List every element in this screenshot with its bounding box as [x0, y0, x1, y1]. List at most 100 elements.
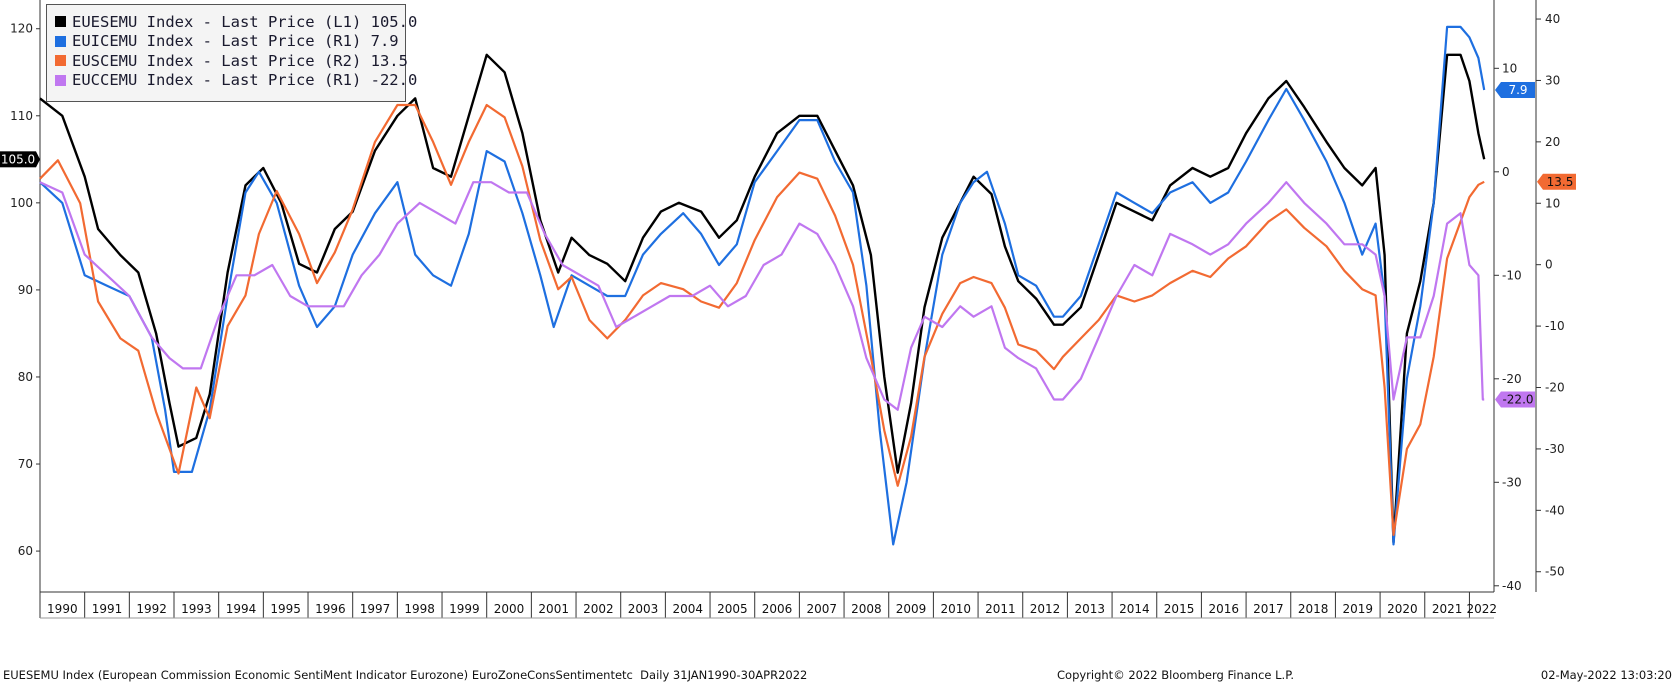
legend-label: EUICEMU Index - Last Price (R1): [72, 32, 362, 51]
legend-item: EUESEMU Index - Last Price (L1) 105.0: [55, 12, 417, 32]
left-tick-label: 120: [10, 22, 33, 36]
x-tick-label: 2020: [1387, 602, 1418, 616]
x-tick-label: 1994: [226, 602, 257, 616]
flag-box: [1537, 173, 1576, 190]
x-tick-label: 1990: [47, 602, 78, 616]
x-tick-label: 2010: [940, 602, 971, 616]
x-tick-label: 2022: [1466, 602, 1497, 616]
left-tick-label: 70: [18, 457, 33, 471]
r1-tick-label: -40: [1502, 579, 1522, 593]
price-flag-0: 105.0: [0, 151, 40, 168]
r1-tick-label: -20: [1502, 372, 1522, 386]
r2-tick-label: 10: [1545, 196, 1560, 210]
legend-value: 13.5: [370, 51, 408, 70]
x-tick-label: 1992: [136, 602, 167, 616]
footer-copyright: Copyright© 2022 Bloomberg Finance L.P.: [1057, 668, 1294, 682]
x-tick-label: 1996: [315, 602, 346, 616]
right-axis-r2: -50 -40 -30 -20 -10 0 10 20 30 40: [1536, 12, 1565, 579]
x-tick-label: 1998: [404, 602, 435, 616]
x-axis: 1990 1991 1992 1993 1994 1995 1996 1997 1998 1999…: [39, 592, 1497, 619]
series-lines: [39, 25, 1486, 546]
flag-box: [1495, 82, 1535, 99]
x-tick-label: 1999: [449, 602, 480, 616]
legend: EUESEMU Index - Last Price (L1) 105.0 EU…: [46, 4, 417, 102]
x-tick-label: 2000: [494, 602, 525, 616]
plot-frame: [39, 0, 1537, 593]
x-tick-label: 2015: [1164, 602, 1195, 616]
x-tick-label: 2007: [806, 602, 837, 616]
x-tick-label: 2002: [583, 602, 614, 616]
x-tick-label: 2011: [985, 602, 1016, 616]
x-tick-label: 2009: [896, 602, 927, 616]
legend-item: EUCCEMU Index - Last Price (R1) -22.0: [55, 71, 417, 91]
left-tick-label: 80: [18, 370, 33, 384]
legend-value: -22.0: [370, 71, 418, 90]
legend-value: 105.0: [370, 12, 418, 31]
x-tick-label: 1991: [92, 602, 123, 616]
legend-label: EUSCEMU Index - Last Price (R2): [72, 51, 362, 70]
series-line-2: [39, 103, 1485, 536]
r1-tick-label: 0: [1502, 165, 1510, 179]
x-tick-label: 2008: [851, 602, 882, 616]
flag-box: [1495, 391, 1535, 408]
series-line-3: [39, 181, 1485, 411]
x-tick-label: 1997: [360, 602, 391, 616]
right-axis-r1: -40 -30 -20 -10 0 10: [1494, 61, 1522, 593]
x-tick-label: 2019: [1342, 602, 1373, 616]
legend-item: EUICEMU Index - Last Price (R1) 7.9: [55, 32, 405, 52]
r2-tick-label: -10: [1545, 319, 1565, 333]
legend-item: EUSCEMU Index - Last Price (R2) 13.5: [55, 51, 408, 71]
legend-value: 7.9: [370, 32, 399, 51]
flag-label: 13.5: [1547, 175, 1574, 189]
x-tick-label: 2001: [538, 602, 569, 616]
x-tick-label: 1995: [270, 602, 301, 616]
left-tick-label: 100: [10, 196, 33, 210]
flag-arrow: [36, 151, 40, 168]
x-tick-label: 2016: [1208, 602, 1239, 616]
r2-tick-label: -20: [1545, 381, 1565, 395]
flag-box: [0, 151, 36, 168]
x-tick-label: 2017: [1253, 602, 1284, 616]
price-flag-1: 7.9: [1495, 82, 1535, 99]
r2-tick-label: -30: [1545, 442, 1565, 456]
left-tick-label: 60: [18, 544, 33, 558]
x-tick-label: 2014: [1119, 602, 1150, 616]
r2-tick-label: 0: [1545, 258, 1553, 272]
left-axis-l1: 60 70 80 90 100 110 120: [10, 22, 40, 558]
x-tick-label: 2004: [672, 602, 703, 616]
r1-tick-label: -30: [1502, 475, 1522, 489]
x-tick-label: 2013: [1074, 602, 1105, 616]
r2-tick-label: 40: [1545, 12, 1560, 26]
x-tick-label: 2018: [1298, 602, 1329, 616]
footer-timestamp: 02-May-2022 13:03:20: [1540, 668, 1672, 682]
legend-swatch: [55, 16, 66, 28]
series-line-1: [39, 25, 1486, 546]
footer-source: EUESEMU Index (European Commission Econo…: [3, 668, 808, 682]
flag-label: -22.0: [1502, 392, 1533, 406]
flag-label: 7.9: [1508, 83, 1527, 97]
left-tick-label: 110: [10, 109, 33, 123]
x-tick-label: 2005: [717, 602, 748, 616]
r1-tick-label: 10: [1502, 61, 1517, 75]
x-tick-label: 2006: [762, 602, 793, 616]
r2-tick-label: -50: [1545, 565, 1565, 579]
series-line-0: [39, 53, 1486, 544]
legend-swatch: [55, 74, 66, 86]
x-tick-label: 2003: [628, 602, 659, 616]
x-tick-label: 2012: [1030, 602, 1061, 616]
last-price-flags: 105.0 7.9 13.5 -22.0: [0, 82, 1576, 408]
legend-swatch: [55, 35, 66, 47]
r1-tick-label: -10: [1502, 268, 1522, 282]
x-tick-label: 1993: [181, 602, 212, 616]
x-tick-label: 2021: [1432, 602, 1463, 616]
r2-tick-label: 30: [1545, 73, 1560, 87]
flag-label: 105.0: [1, 152, 35, 166]
r2-tick-label: 20: [1545, 135, 1560, 149]
r2-tick-label: -40: [1545, 503, 1565, 517]
price-flag-3: -22.0: [1495, 391, 1535, 408]
legend-label: EUESEMU Index - Last Price (L1): [72, 12, 362, 31]
price-flag-2: 13.5: [1537, 173, 1576, 190]
legend-swatch: [55, 55, 66, 67]
legend-label: EUCCEMU Index - Last Price (R1): [72, 71, 362, 90]
